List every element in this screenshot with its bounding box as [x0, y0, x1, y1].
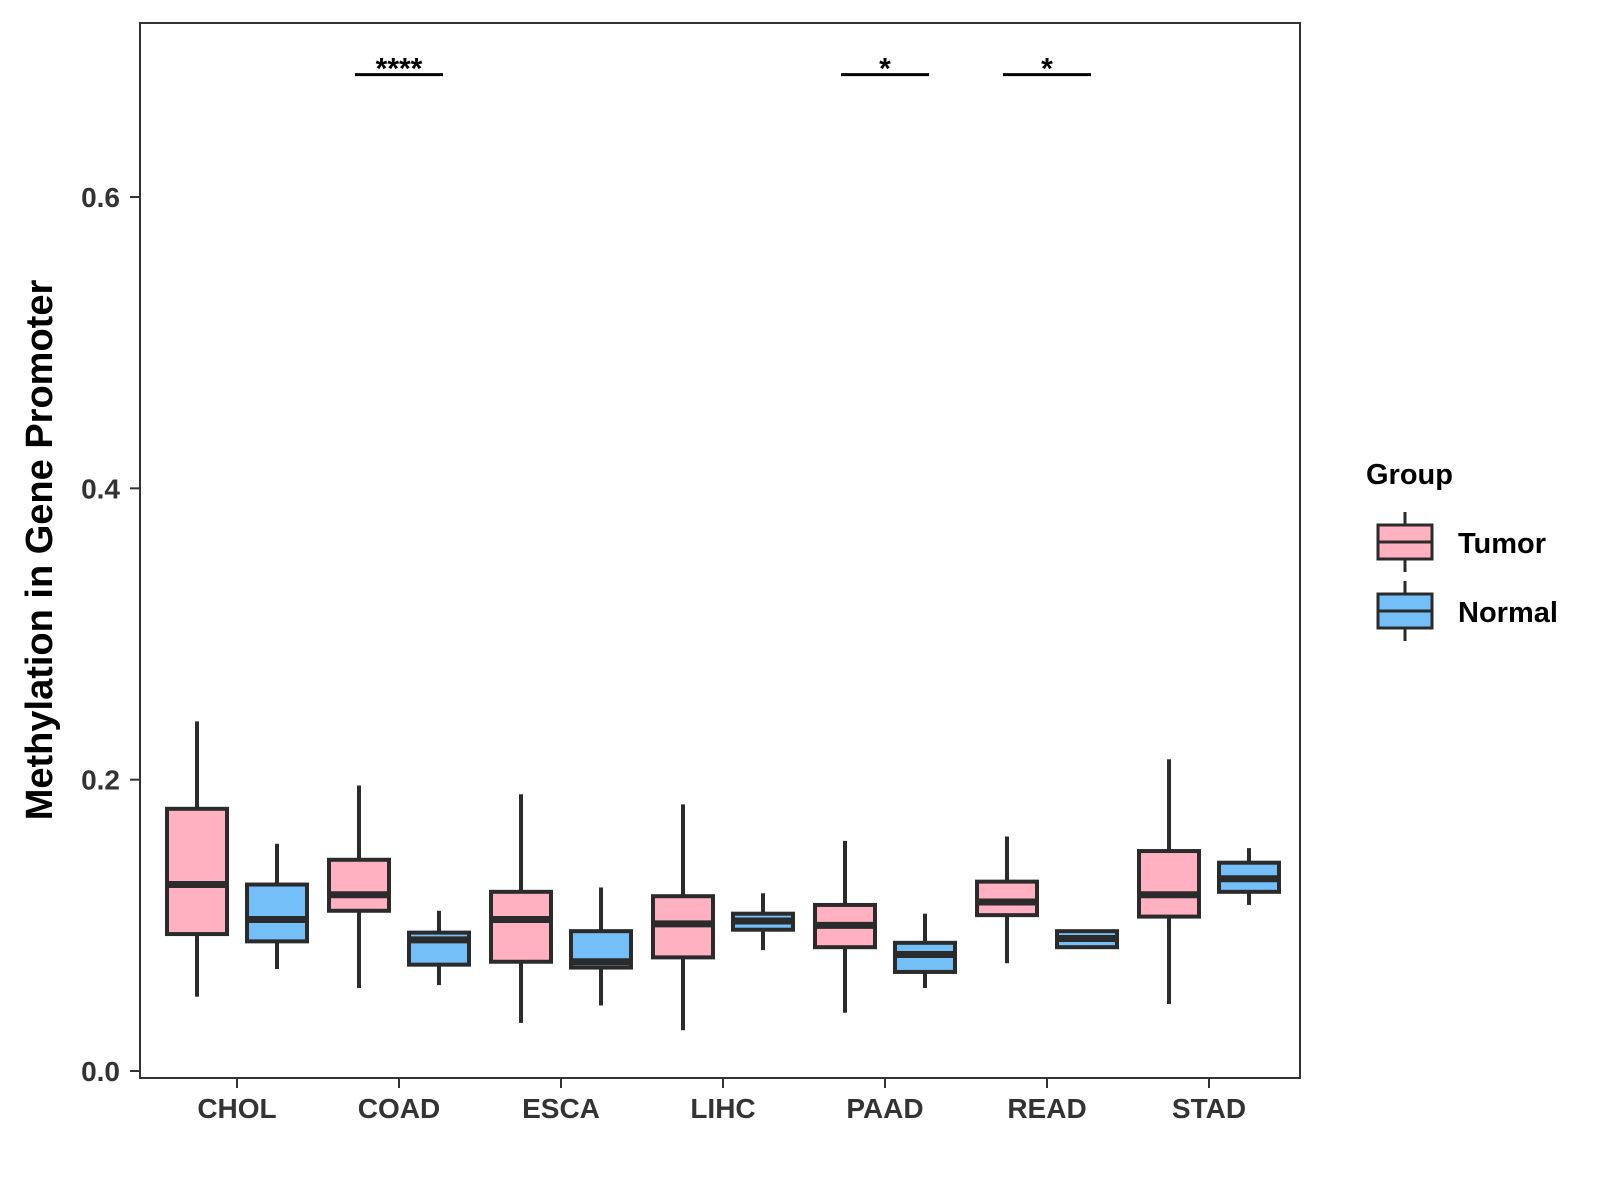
x-tick-label-read: READ [1007, 1093, 1086, 1124]
significance-label-paad: * [879, 53, 891, 86]
y-tick-label-1: 0.2 [81, 765, 120, 796]
x-tick-label-paad: PAAD [846, 1093, 923, 1124]
legend: Group Tumor Normal [1366, 459, 1558, 641]
plot-panel [139, 22, 1301, 1079]
y-tick-label-3: 0.6 [81, 182, 120, 213]
y-axis-title: Methylation in Gene Promoter [19, 280, 61, 821]
tumor-read-box [975, 879, 1039, 918]
legend-label-tumor: Tumor [1458, 528, 1546, 560]
tumor-esca-box [489, 889, 553, 964]
legend-label-normal: Normal [1458, 597, 1558, 629]
y-tick-label-0: 0.0 [81, 1056, 120, 1087]
series-tumor [165, 721, 1201, 1031]
axis-layer: CHOL COAD ESCA LIHC PAAD READ STAD 0.0 0.2 0.4 0.6 [81, 182, 1246, 1124]
x-tick-label-esca: ESCA [522, 1093, 600, 1124]
significance-label-read: * [1041, 53, 1053, 86]
x-tick-label-stad: STAD [1172, 1093, 1246, 1124]
significance-layer: **** * * [355, 53, 1091, 86]
y-tick-label-2: 0.4 [81, 473, 120, 504]
x-tick-label-lihc: LIHC [690, 1093, 755, 1124]
tumor-coad-box [327, 857, 391, 913]
x-tick-label-chol: CHOL [197, 1093, 276, 1124]
normal-chol-box [245, 882, 309, 944]
tumor-stad-box [1137, 849, 1201, 919]
x-tick-label-coad: COAD [358, 1093, 440, 1124]
tumor-chol-box [165, 806, 229, 937]
significance-label-coad: **** [376, 53, 423, 86]
series-normal [245, 843, 1281, 1006]
legend-title: Group [1366, 459, 1453, 491]
data-layer [165, 721, 1281, 1031]
